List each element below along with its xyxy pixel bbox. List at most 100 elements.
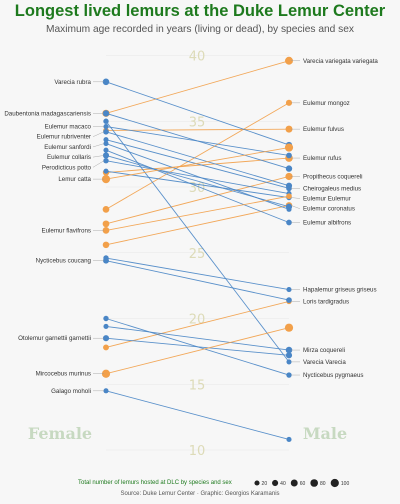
- male-point-eulemur-collaris: [285, 203, 293, 210]
- slope-line-loris-tardigradus: [105, 300, 290, 348]
- y-tick-label: 25: [189, 247, 206, 262]
- slope-line-nycticebus-coucang: [105, 260, 290, 301]
- slope-line-mirza-coquereli: [105, 325, 290, 351]
- source-caption: Source: Duke Lemur Center · Graphic: Geo…: [120, 491, 280, 497]
- slope-line-propithecus-coquereli: [105, 176, 290, 225]
- slope-line-otolemur-garnettii-garnettii: [105, 337, 290, 356]
- slope-line-eulemur-mongoz: [105, 102, 290, 210]
- female-point-eulemur-eulemur: [103, 168, 109, 174]
- female-point-mircocebus-murinus: [101, 369, 111, 378]
- species-label-left: Varecia rubra: [54, 79, 91, 86]
- species-label-left: Eulemur flavifrons: [41, 227, 91, 234]
- male-side-label: Male: [303, 424, 347, 443]
- female-point-eulemur-coronatus: [102, 241, 110, 249]
- leader-line: [92, 131, 105, 137]
- male-point-eulemur-fulvus: [285, 125, 293, 133]
- species-label-left: Eulemur collaris: [47, 154, 91, 161]
- female-point-mirza-coquereli: [103, 323, 109, 329]
- male-point-eulemur-albifrons: [286, 219, 292, 226]
- species-label-right: Propithecus coquereli: [303, 173, 363, 180]
- slope-line-eulemur-macaco: [105, 126, 290, 156]
- slope-line-varecia-varecia: [105, 120, 290, 363]
- legend-size-label: 40: [280, 481, 286, 487]
- leader-line: [92, 160, 105, 168]
- legend-size-dot: [310, 479, 318, 487]
- female-point-eulemur-rubriventer: [103, 128, 109, 135]
- male-point-galago-moholi: [286, 436, 292, 443]
- female-point-eulemur-albifrons: [103, 147, 109, 153]
- slope-line-eulemur-flavifrons: [105, 195, 290, 231]
- species-label-left: Eulemur rubriventer: [37, 134, 91, 141]
- male-point-nycticebus-coucang: [286, 297, 292, 303]
- slope-line-eulemur-eulemur: [105, 170, 290, 198]
- y-tick-label: 35: [189, 115, 206, 130]
- species-label-left: Nycticebus coucang: [36, 258, 92, 265]
- female-point-otolemur-garnettii-garnettii: [102, 335, 110, 342]
- slope-line-perodicticus-potto: [105, 160, 290, 195]
- male-point-daubentonia-madagascariensis: [285, 165, 293, 172]
- female-point-eulemur-mongoz: [102, 205, 110, 213]
- slope-line-eulemur-rufus: [105, 157, 290, 173]
- male-point-eulemur-macaco: [286, 152, 292, 159]
- legend-size-label: 100: [341, 481, 350, 487]
- female-point-varecia-rubra: [102, 78, 110, 86]
- species-label-left: Mircocebus murinus: [36, 371, 91, 378]
- species-label-right: Varecia variegata variegata: [303, 58, 378, 65]
- species-label-right: Eulemur rufus: [303, 155, 342, 162]
- male-point-mirza-coquereli: [285, 346, 293, 354]
- slope-line-eulemur-collaris: [105, 155, 290, 208]
- slope-line-eulemur-fulvus: [105, 128, 290, 131]
- female-point-nycticebus-pygmaeus: [103, 315, 109, 322]
- species-label-left: Lemur catta: [58, 176, 91, 183]
- female-point-propithecus-coquereli: [102, 220, 110, 228]
- female-point-daubentonia-madagascariensis: [102, 110, 110, 117]
- species-label-right: Nycticebus pygmaeus: [303, 372, 364, 379]
- legend-size-dot: [272, 479, 279, 487]
- slope-line-cheirogaleus-medius: [105, 139, 290, 189]
- species-label-left: Galago moholi: [51, 388, 91, 395]
- slope-line-lemur-catta: [105, 147, 290, 180]
- male-point-otolemur-garnettii-garnettii: [285, 352, 293, 359]
- male-point-eulemur-rubriventer: [285, 182, 293, 189]
- female-point-loris-tardigradus: [103, 344, 109, 351]
- female-side-label: Female: [28, 424, 92, 443]
- female-point-eulemur-sanfordi: [103, 141, 109, 147]
- female-point-perodicticus-potto: [103, 158, 109, 164]
- species-label-right: Loris tardigradus: [303, 298, 349, 305]
- leader-line: [92, 155, 105, 158]
- male-point-varecia-varecia: [286, 359, 292, 365]
- species-label-right: Eulemur fulvus: [303, 126, 344, 133]
- chart-title: Longest lived lemurs at the Duke Lemur C…: [14, 2, 386, 20]
- male-point-nycticebus-pygmaeus: [286, 372, 292, 378]
- legend-title: Total number of lemurs hosted at DLC by …: [78, 480, 232, 486]
- female-point-eulemur-flavifrons: [102, 227, 110, 234]
- species-label-right: Eulemur Eulemur: [303, 196, 351, 203]
- male-point-lemur-catta: [284, 143, 294, 152]
- species-label-right: Hapalemur griseus griseus: [303, 287, 377, 294]
- female-point-eulemur-macaco: [103, 123, 109, 130]
- slope-line-eulemur-coronatus: [105, 204, 290, 246]
- male-point-varecia-variegata-variegata: [285, 56, 293, 65]
- female-point-nycticebus-coucang: [103, 257, 109, 264]
- legend-size-dot: [330, 478, 339, 488]
- y-tick-label: 10: [189, 444, 206, 459]
- y-tick-label: 20: [189, 313, 206, 328]
- species-label-left: Daubentonia madagascariensis: [4, 110, 91, 117]
- leader-line: [290, 205, 301, 209]
- female-point-cheirogaleus-medius: [103, 137, 109, 143]
- male-point-propithecus-coquereli: [285, 172, 293, 181]
- y-tick-label: 40: [189, 50, 206, 65]
- legend-size-dot: [254, 480, 260, 486]
- slope-line-eulemur-albifrons: [105, 149, 290, 223]
- y-tick-label: 15: [189, 378, 206, 393]
- female-point-galago-moholi: [103, 388, 109, 394]
- species-label-right: Eulemur albifrons: [303, 220, 351, 227]
- male-point-eulemur-flavifrons: [286, 193, 292, 200]
- male-point-eulemur-mongoz: [285, 99, 293, 106]
- leader-line: [92, 143, 105, 148]
- legend-size-label: 60: [300, 481, 306, 487]
- female-point-varecia-varecia: [103, 118, 109, 124]
- female-point-lemur-catta: [101, 175, 111, 184]
- slope-line-galago-moholi: [105, 390, 290, 440]
